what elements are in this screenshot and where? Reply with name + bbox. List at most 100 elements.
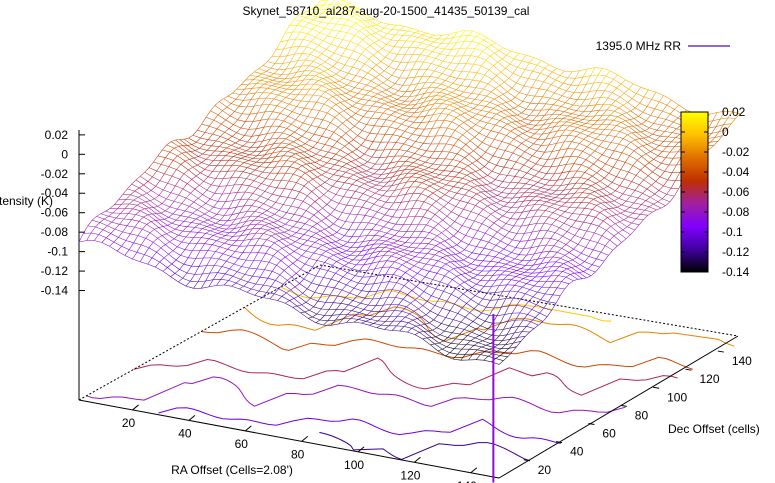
mesh-line xyxy=(329,8,335,14)
mesh-line xyxy=(299,283,308,290)
mesh-line xyxy=(347,154,356,161)
mesh-line xyxy=(444,240,453,248)
mesh-line xyxy=(611,182,620,186)
mesh-line xyxy=(447,92,452,95)
mesh-line xyxy=(322,112,328,120)
mesh-line xyxy=(161,164,169,167)
mesh-line xyxy=(158,227,167,234)
mesh-line xyxy=(305,54,311,61)
mesh-line xyxy=(624,178,632,182)
mesh-line xyxy=(600,251,609,256)
mesh-line xyxy=(308,147,314,151)
mesh-line xyxy=(285,219,290,225)
mesh-line xyxy=(241,259,247,267)
mesh-line xyxy=(270,216,278,222)
mesh-line xyxy=(281,97,286,102)
mesh-line xyxy=(300,145,309,151)
mesh-line xyxy=(485,102,491,107)
mesh-line xyxy=(603,220,611,227)
mesh-line xyxy=(442,135,451,137)
mesh-line xyxy=(233,156,241,159)
mesh-line xyxy=(327,29,333,36)
mesh-line xyxy=(256,161,264,164)
mesh-line xyxy=(394,310,403,312)
mesh-line xyxy=(378,168,387,171)
back-axis-line xyxy=(78,264,321,401)
mesh-line xyxy=(402,298,411,304)
mesh-line xyxy=(298,158,307,165)
mesh-line xyxy=(410,302,419,310)
mesh-line xyxy=(153,206,158,208)
mesh-line xyxy=(431,288,437,296)
mesh-line xyxy=(348,16,353,20)
mesh-line xyxy=(485,275,493,277)
mesh-line xyxy=(257,104,263,114)
mesh-line xyxy=(560,102,566,107)
mesh-line xyxy=(289,131,295,136)
mesh-line xyxy=(433,227,442,233)
mesh-line xyxy=(164,217,169,220)
mesh-line xyxy=(308,226,313,231)
mesh-line xyxy=(325,250,334,256)
mesh-line xyxy=(597,159,606,165)
mesh-line xyxy=(546,201,555,205)
mesh-line xyxy=(403,216,408,225)
mesh-line xyxy=(426,179,435,185)
mesh-line xyxy=(152,176,161,181)
mesh-line xyxy=(296,176,302,183)
mesh-line xyxy=(417,76,423,84)
mesh-line xyxy=(445,225,451,230)
mesh-line xyxy=(477,317,486,322)
mesh-line xyxy=(100,211,106,214)
mesh-line xyxy=(387,216,393,223)
mesh-line xyxy=(479,39,484,44)
mesh-line xyxy=(533,143,542,146)
mesh-line xyxy=(320,17,326,23)
mesh-line xyxy=(363,111,368,117)
mesh-line xyxy=(521,187,530,189)
mesh-line xyxy=(490,211,496,215)
mesh-line xyxy=(446,98,451,101)
mesh-line xyxy=(152,170,157,178)
mesh-line xyxy=(473,308,482,314)
mesh-line xyxy=(613,74,618,80)
mesh-line xyxy=(526,200,532,206)
mesh-line xyxy=(510,290,518,292)
mesh-line xyxy=(96,216,105,220)
mesh-line xyxy=(608,173,617,177)
mesh-line xyxy=(368,100,377,103)
mesh-line xyxy=(348,142,357,150)
mesh-line xyxy=(265,77,273,81)
mesh-line xyxy=(490,88,496,93)
mesh-line xyxy=(653,159,662,164)
mesh-line xyxy=(473,104,479,109)
mesh-line xyxy=(462,225,471,229)
mesh-line xyxy=(560,184,569,186)
mesh-line xyxy=(291,119,296,125)
mesh-line xyxy=(477,223,483,231)
mesh-line xyxy=(298,122,304,129)
mesh-line xyxy=(476,239,482,247)
mesh-line xyxy=(502,127,511,132)
mesh-line xyxy=(519,205,527,208)
mesh-line xyxy=(403,107,412,110)
mesh-line xyxy=(94,240,102,243)
mesh-line xyxy=(476,246,485,249)
mesh-line xyxy=(440,108,446,114)
mesh-line xyxy=(238,221,247,224)
mesh-line xyxy=(326,279,332,287)
mesh-line xyxy=(353,44,359,52)
mesh-line xyxy=(246,147,251,152)
mesh-line xyxy=(653,203,662,209)
mesh-line xyxy=(301,135,310,141)
mesh-line xyxy=(390,266,398,270)
mesh-line xyxy=(567,71,573,79)
mesh-line xyxy=(308,19,314,24)
mesh-line xyxy=(166,141,172,146)
mesh-line xyxy=(426,103,435,106)
mesh-line xyxy=(355,113,364,117)
mesh-line xyxy=(574,192,583,194)
mesh-line xyxy=(423,291,432,296)
mesh-line xyxy=(580,214,588,216)
mesh-line xyxy=(278,288,287,294)
